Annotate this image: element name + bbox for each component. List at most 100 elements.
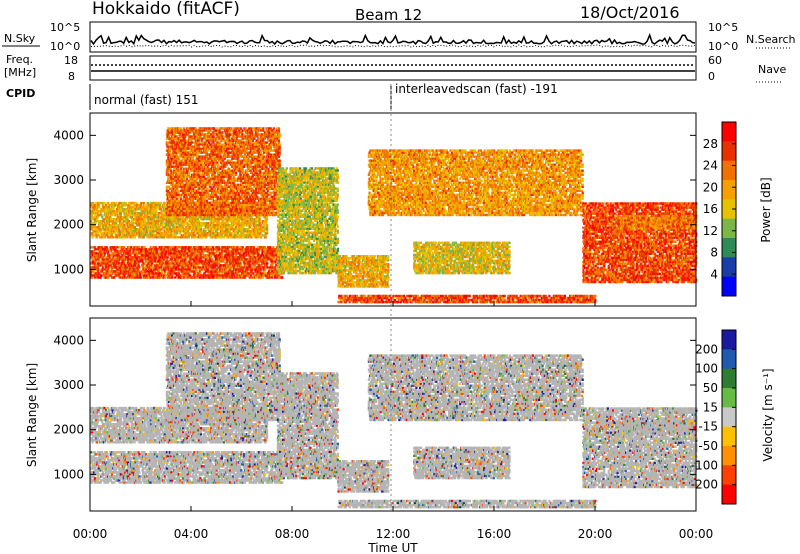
power-cell	[153, 254, 156, 257]
power-cell	[109, 246, 112, 249]
power-cell	[95, 264, 98, 267]
power-cell	[119, 272, 122, 275]
power-cell	[145, 268, 148, 271]
power-cell	[209, 246, 212, 249]
power-cell	[216, 260, 219, 263]
power-cell	[108, 262, 111, 265]
power-cell	[150, 268, 153, 271]
power-cell	[159, 276, 162, 279]
power-cell	[206, 268, 209, 271]
power-cell	[159, 250, 162, 253]
power-cell	[107, 258, 110, 261]
power-cell	[234, 252, 237, 255]
power-cell	[96, 274, 99, 277]
power-cell	[158, 272, 161, 275]
power-cell	[170, 266, 173, 269]
power-cell	[223, 264, 226, 267]
power-cell	[110, 246, 114, 249]
power-cell	[191, 270, 194, 273]
nave-tick-0: 0	[708, 70, 715, 83]
power-cell	[182, 276, 186, 279]
power-cell	[177, 260, 180, 263]
power-cell	[104, 272, 107, 275]
power-cell	[152, 274, 155, 277]
power-cell	[139, 258, 143, 261]
power-cell	[102, 262, 105, 265]
power-cell	[93, 256, 96, 259]
power-cell	[167, 270, 170, 273]
power-cell	[195, 250, 198, 253]
power-cell	[239, 262, 242, 265]
power-cell	[136, 260, 139, 263]
power-cell	[121, 266, 124, 269]
power-cell	[185, 250, 189, 253]
power-cell	[104, 246, 107, 249]
power-cell	[105, 274, 108, 277]
power-cell	[140, 250, 143, 253]
power-cell	[230, 274, 233, 277]
power-cell	[90, 250, 93, 253]
power-cell	[144, 219, 147, 223]
power-cell	[169, 274, 172, 277]
power-cell	[157, 264, 160, 267]
beam-label: Beam 12	[355, 6, 422, 24]
power-cell	[227, 270, 230, 273]
power-cell	[95, 272, 99, 275]
power-cell	[168, 268, 172, 271]
power-cell	[112, 252, 115, 255]
power-cell	[153, 246, 156, 249]
power-cell	[176, 276, 179, 279]
power-cell	[214, 254, 218, 257]
power-cell	[169, 272, 172, 275]
power-cell	[207, 256, 210, 259]
power-cell	[207, 270, 210, 273]
power-cell	[225, 256, 228, 259]
power-cell	[148, 264, 151, 267]
power-cell	[192, 250, 195, 253]
power-cell	[137, 260, 140, 263]
power-cell	[167, 276, 170, 279]
power-cell	[196, 276, 199, 279]
power-cell	[159, 201, 163, 205]
power-cell	[115, 272, 118, 275]
power-cell	[92, 254, 96, 257]
power-cell	[157, 248, 160, 251]
power-cell	[229, 264, 232, 267]
power-cell	[183, 246, 186, 249]
power-cell	[220, 248, 223, 251]
power-cell	[142, 256, 145, 259]
power-cell	[185, 268, 188, 271]
power-cell	[214, 252, 218, 255]
power-cell	[162, 254, 166, 257]
power-cell	[142, 266, 145, 269]
power-cell	[98, 272, 101, 275]
power-cell	[149, 246, 152, 249]
power-cell	[92, 258, 95, 261]
power-cell	[103, 254, 106, 257]
power-cell	[108, 260, 111, 263]
power-cell	[123, 250, 126, 253]
power-cell	[222, 266, 225, 269]
power-cell	[96, 262, 99, 265]
power-cell	[135, 262, 138, 265]
cpid-label: CPID	[6, 87, 35, 100]
power-cell	[200, 256, 203, 259]
power-cell	[127, 272, 131, 275]
power-cell	[138, 256, 141, 259]
power-cell	[198, 270, 201, 273]
power-cell	[127, 254, 130, 257]
power-cell	[93, 246, 96, 249]
power-cell	[113, 254, 116, 257]
power-cell	[96, 264, 99, 267]
power-cell	[157, 270, 160, 273]
power-cell	[138, 266, 141, 269]
power-cell	[226, 256, 230, 259]
power-cell	[203, 256, 207, 259]
power-cell	[203, 272, 207, 275]
power-cell	[230, 266, 233, 269]
power-cell	[139, 274, 142, 277]
power-cell	[226, 246, 230, 249]
power-cell	[212, 254, 215, 257]
power-cell	[181, 260, 184, 263]
